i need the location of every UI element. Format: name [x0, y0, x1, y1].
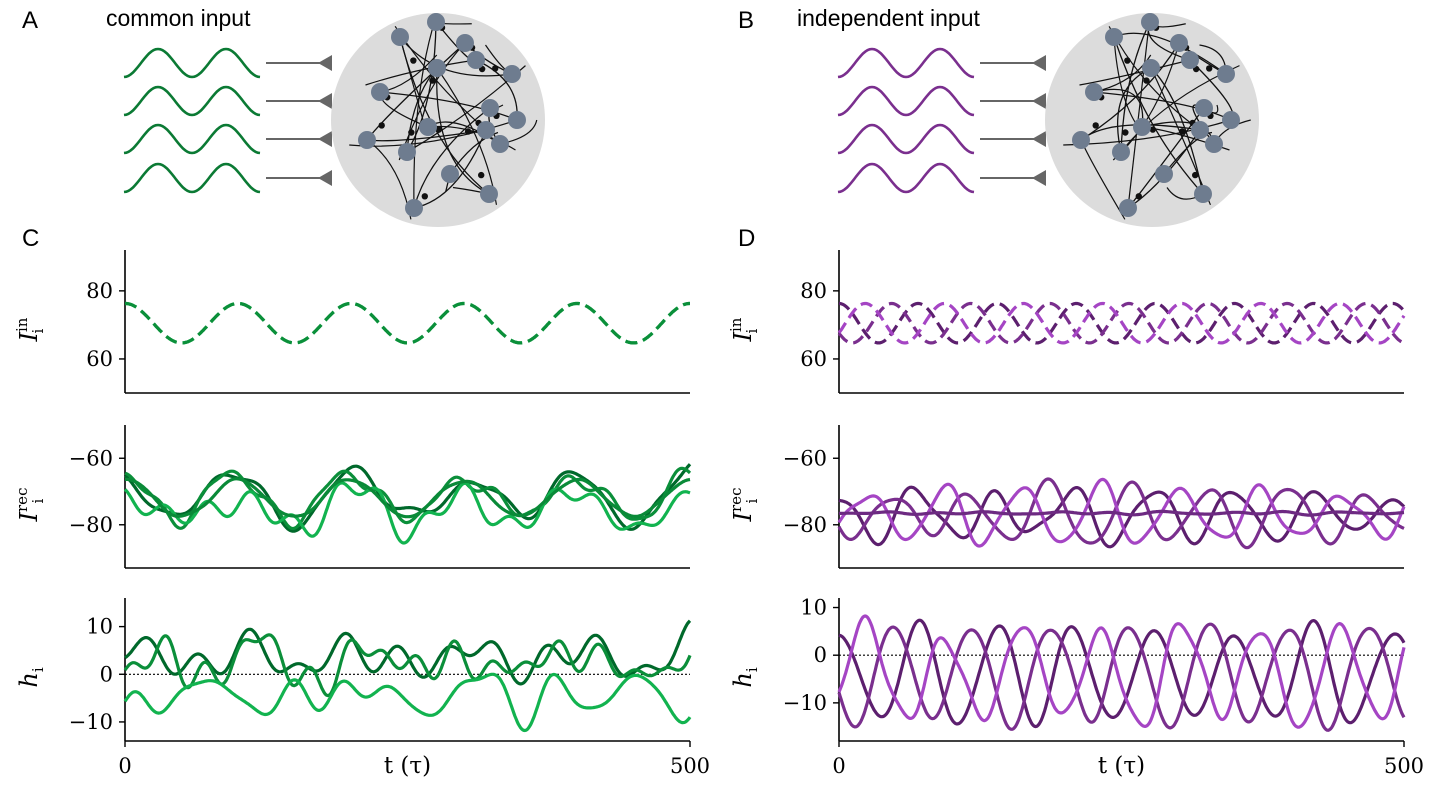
- synapse-arrow-icon: [266, 93, 332, 109]
- network-icon: [331, 13, 545, 227]
- chart-d-input: 60 80 Iini: [727, 250, 1406, 394]
- synapse-arrow-icon: [980, 170, 1046, 186]
- y-axis-label: Ireci: [13, 488, 47, 523]
- sine-wave-icon: [123, 123, 261, 155]
- chart-d-h: −10 0 10 0 500 t (τ) hi: [729, 596, 1424, 779]
- y-tick-label: 0: [100, 662, 113, 686]
- y-axis-label: Iini: [13, 317, 47, 342]
- synapse-arrow-icon: [266, 131, 332, 147]
- series-line-4: [124, 477, 691, 519]
- series-line-3: [123, 672, 692, 733]
- y-tick-label: 60: [86, 347, 113, 371]
- sine-wave-icon: [123, 47, 261, 79]
- y-axis-label: Ireci: [727, 488, 761, 523]
- synapse-arrow-icon: [980, 93, 1046, 109]
- series-line-2: [837, 301, 1405, 345]
- sine-wave-icon: [837, 162, 975, 194]
- synapse-arrow-icon: [980, 131, 1046, 147]
- y-tick-label: −10: [783, 691, 827, 715]
- y-tick-label: 60: [800, 347, 827, 371]
- series-line-1: [838, 301, 1406, 345]
- x-axis-label: t (τ): [384, 753, 431, 779]
- y-tick-label: −60: [783, 446, 827, 470]
- schematic-common-input: [123, 13, 545, 227]
- independent-input-label: independent input: [797, 5, 980, 31]
- series-line-3: [837, 614, 1406, 729]
- y-tick-label: 0: [814, 643, 827, 667]
- y-tick-label: 80: [800, 279, 827, 303]
- series-line-3: [123, 481, 691, 545]
- synapse-arrow-icon: [266, 55, 332, 71]
- series-line-2: [124, 301, 691, 345]
- y-tick-label: −60: [69, 446, 113, 470]
- y-axis-label: Iini: [727, 317, 761, 342]
- series-line-4: [838, 509, 1405, 517]
- x-tick-label: 500: [1384, 754, 1424, 778]
- network-icon: [1045, 13, 1259, 227]
- sine-wave-icon: [123, 85, 261, 117]
- y-axis-label: hi: [15, 667, 47, 687]
- series-line-3: [837, 477, 1406, 548]
- synapse-arrow-icon: [980, 55, 1046, 71]
- series-line-1: [124, 619, 692, 686]
- series-line-1: [838, 485, 1406, 549]
- y-tick-label: −10: [69, 710, 113, 734]
- series-line-2: [837, 477, 1405, 550]
- sine-wave-icon: [837, 47, 975, 79]
- common-input-label: common input: [106, 5, 251, 31]
- y-tick-label: 10: [800, 596, 827, 620]
- x-tick-label: 500: [670, 754, 710, 778]
- y-tick-label: 80: [86, 279, 113, 303]
- chart-d-recurrent: −80 −60 Ireci: [727, 425, 1406, 569]
- schematic-independent-input: [837, 13, 1259, 227]
- chart-c-recurrent: −80 −60 Ireci: [13, 425, 692, 569]
- series-line-2: [837, 622, 1406, 732]
- y-tick-label: −80: [69, 513, 113, 537]
- series-line-3: [837, 301, 1406, 345]
- panel-letter-c: C: [22, 225, 39, 252]
- sine-wave-icon: [837, 85, 975, 117]
- chart-c-input: 60 80 Iini: [13, 250, 691, 394]
- x-axis-label: t (τ): [1098, 753, 1145, 779]
- synapse-arrow-icon: [266, 170, 332, 186]
- y-tick-label: −80: [783, 513, 827, 537]
- y-tick-label: 10: [86, 615, 113, 639]
- sine-wave-icon: [123, 162, 261, 194]
- sine-wave-icon: [837, 123, 975, 155]
- x-tick-label: 0: [832, 754, 845, 778]
- panel-letter-d: D: [738, 225, 755, 252]
- panel-letter-b: B: [738, 7, 754, 34]
- y-axis-label: hi: [729, 667, 761, 687]
- panel-letter-a: A: [22, 7, 38, 34]
- x-tick-label: 0: [118, 754, 131, 778]
